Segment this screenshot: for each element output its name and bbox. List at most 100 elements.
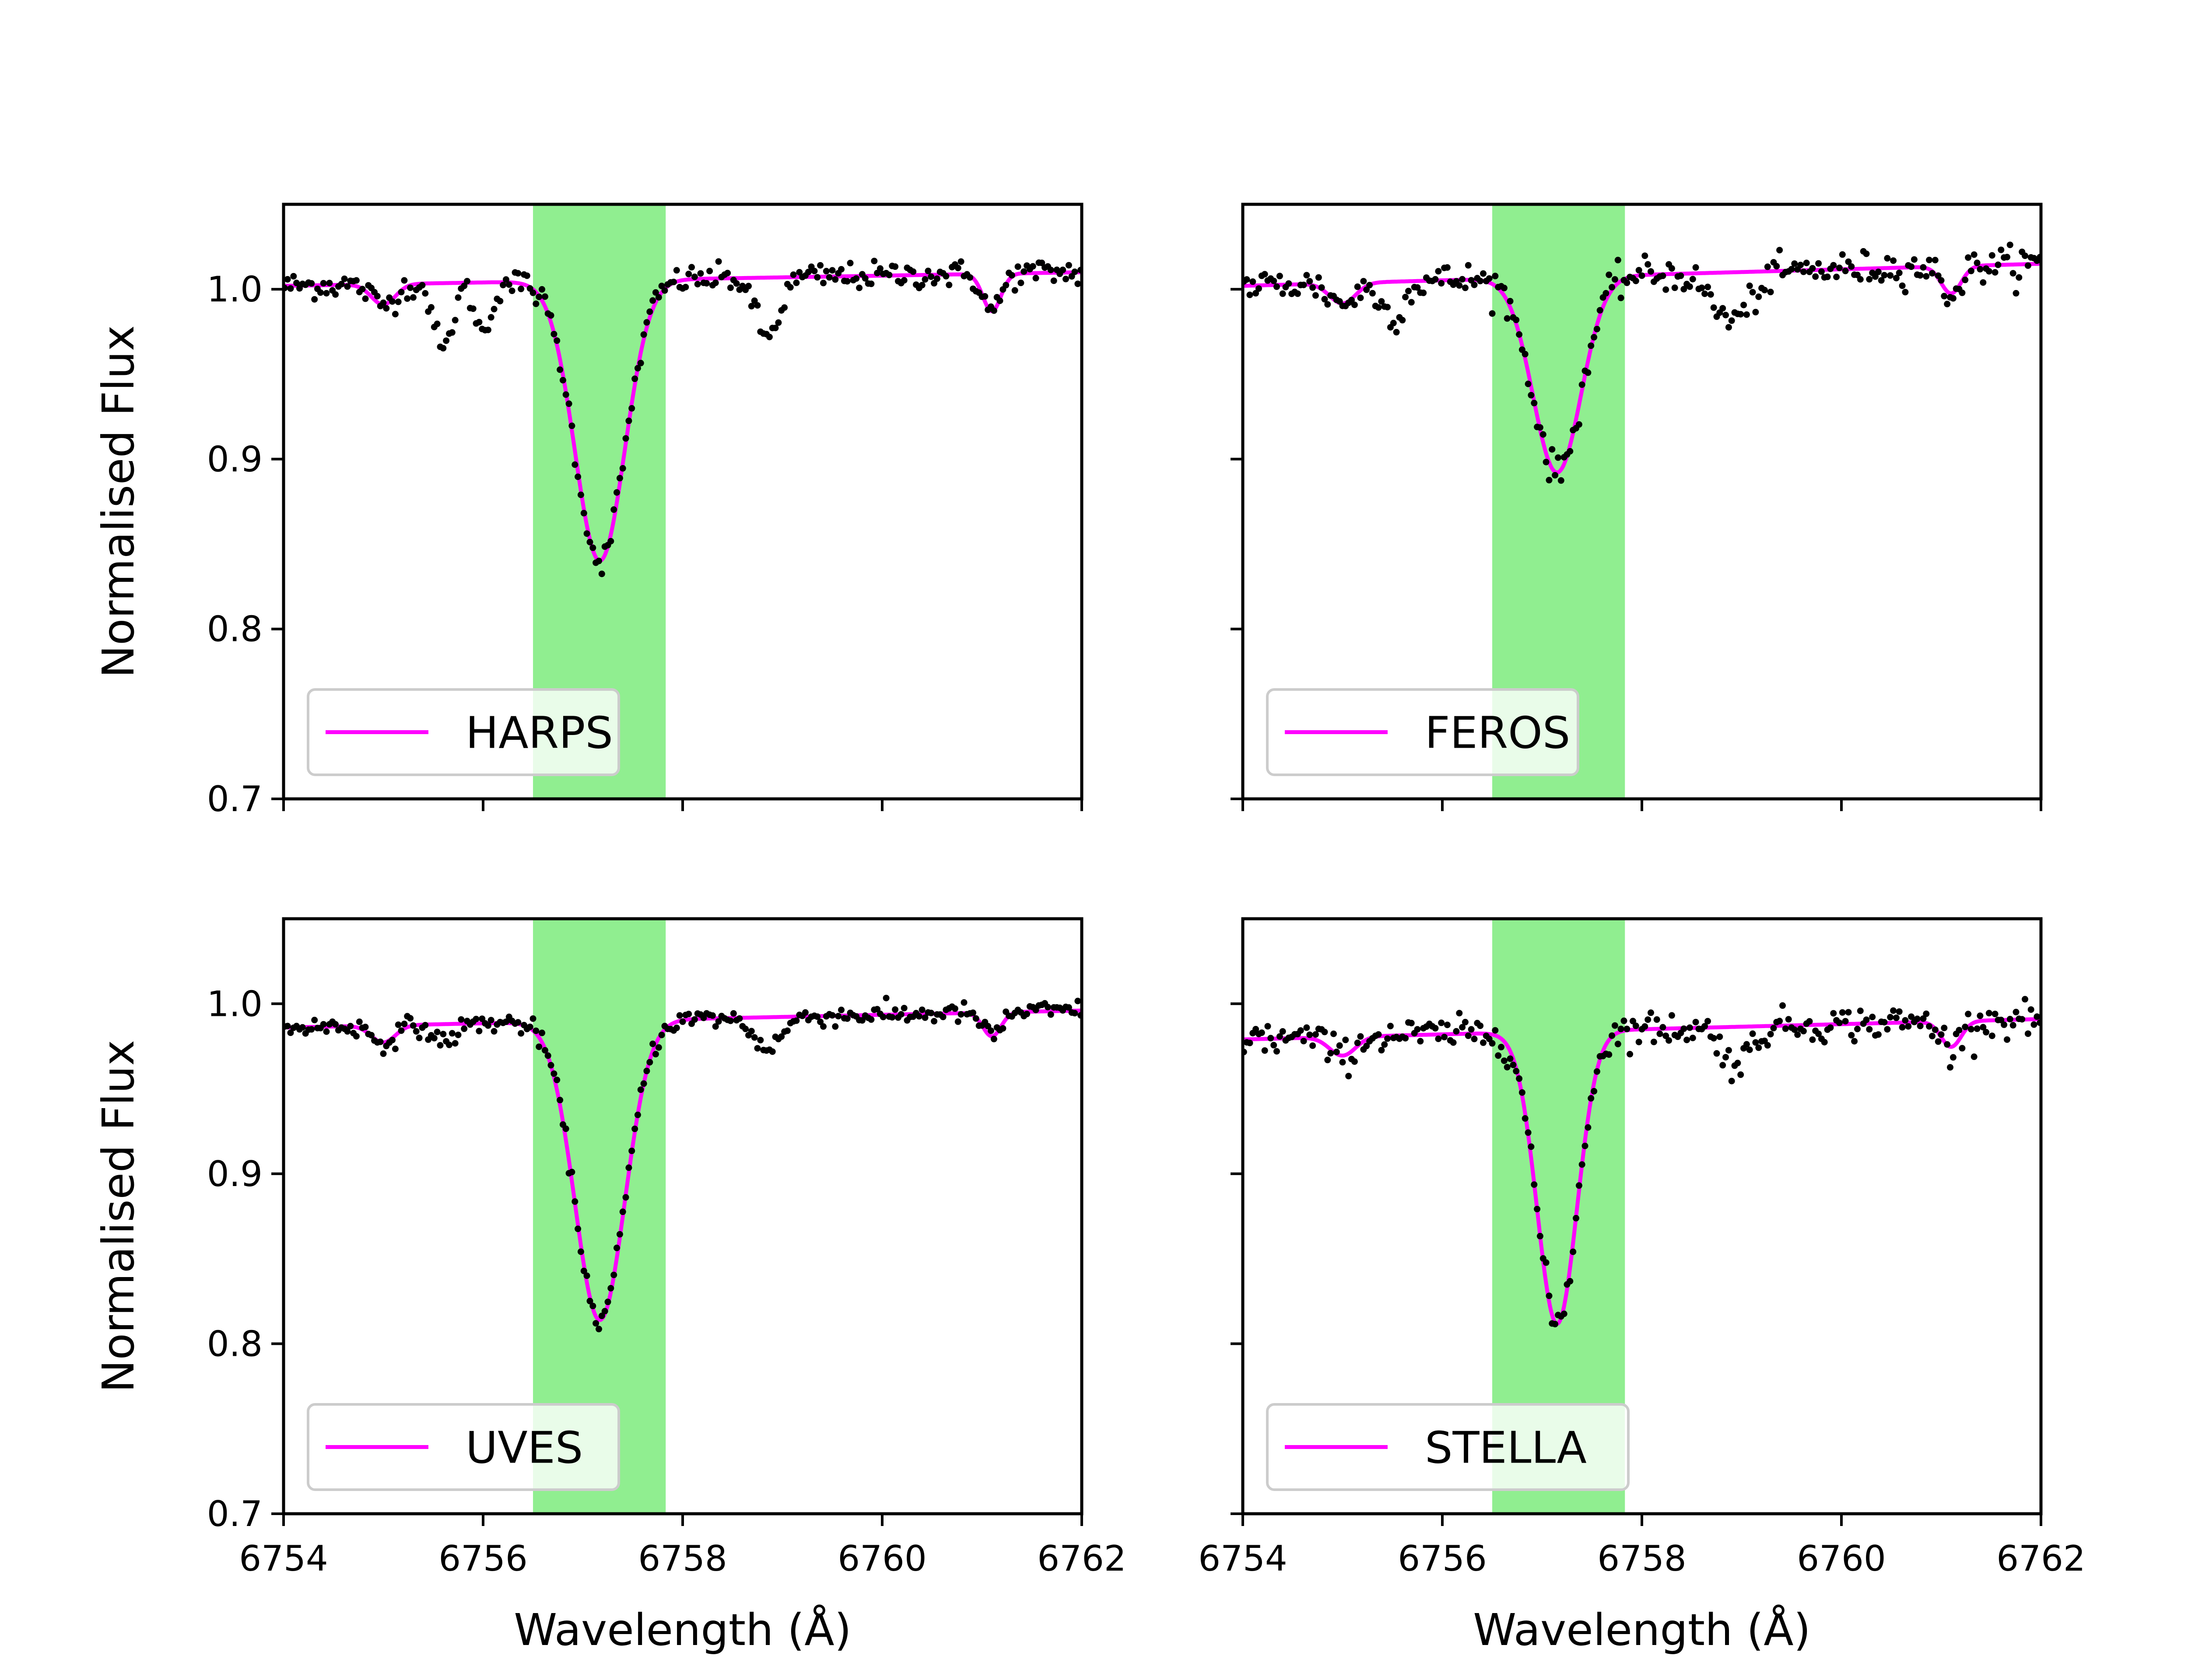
data-point [1848, 263, 1855, 270]
data-point [1008, 272, 1015, 279]
data-point [1632, 1022, 1639, 1029]
data-point [598, 1312, 605, 1320]
data-point [793, 1017, 800, 1024]
data-point [614, 1244, 620, 1251]
data-point [1878, 277, 1885, 284]
data-point [1489, 310, 1496, 317]
data-point [951, 1005, 958, 1012]
data-point [1543, 1259, 1550, 1266]
data-point [1486, 275, 1493, 282]
data-point [957, 1011, 964, 1018]
data-point [1438, 280, 1445, 287]
data-point [1638, 272, 1645, 279]
data-point [547, 1062, 554, 1069]
data-point [1408, 1020, 1415, 1026]
data-point [1662, 1032, 1669, 1040]
data-point [1363, 1043, 1370, 1050]
data-point [610, 506, 617, 513]
data-point [356, 1018, 363, 1025]
data-point [1465, 1032, 1472, 1039]
data-point [901, 1004, 908, 1012]
data-point [1617, 1026, 1624, 1032]
data-point [655, 294, 662, 301]
data-point [2030, 1021, 2037, 1028]
data-point [601, 1308, 608, 1315]
data-point [1050, 277, 1057, 284]
data-point [332, 291, 339, 298]
data-point [1333, 1048, 1340, 1055]
data-point [1071, 268, 1078, 275]
data-point [1351, 301, 1358, 308]
data-point [625, 417, 632, 424]
data-point [859, 1017, 866, 1024]
data-point [419, 282, 426, 289]
data-point [910, 268, 917, 275]
data-point [1518, 1089, 1525, 1096]
data-point [787, 284, 794, 291]
data-point [1809, 1036, 1816, 1043]
data-point [1546, 476, 1553, 483]
data-point [757, 1036, 764, 1043]
data-point [2004, 254, 2010, 261]
data-point [1668, 1012, 1675, 1019]
x-tick-label: 6754 [239, 1538, 328, 1579]
data-point [1908, 263, 1915, 270]
data-point [1525, 1129, 1532, 1136]
data-point [2006, 1015, 2013, 1022]
data-point [1614, 256, 1621, 263]
data-point [1309, 284, 1316, 291]
legend-label: FEROS [1425, 707, 1570, 759]
data-point [1336, 1042, 1343, 1049]
data-point [1264, 1023, 1271, 1030]
data-point [1977, 1012, 1984, 1019]
data-point [778, 1033, 785, 1040]
data-point [2009, 270, 2016, 277]
data-point [1074, 280, 1081, 287]
data-point [362, 1023, 369, 1030]
data-point [1839, 251, 1846, 258]
data-point [575, 1225, 582, 1232]
data-point [586, 539, 593, 546]
data-point [1752, 1039, 1759, 1046]
data-point [437, 1042, 444, 1049]
data-point [1842, 1018, 1849, 1025]
data-point [446, 1041, 452, 1048]
data-point [395, 298, 402, 305]
data-point [284, 276, 291, 283]
data-point [622, 435, 629, 442]
data-point [838, 1006, 845, 1013]
data-point [377, 1038, 384, 1045]
data-point [1279, 290, 1286, 297]
data-point [1471, 281, 1478, 288]
x-tick-label: 6758 [638, 1538, 727, 1579]
data-point [652, 1050, 659, 1057]
data-point [999, 1025, 1006, 1032]
data-point [990, 307, 997, 314]
data-point [988, 1027, 994, 1034]
data-point [1071, 1010, 1078, 1017]
data-point [706, 268, 713, 274]
data-point [1845, 1009, 1852, 1016]
model-line-stella [1243, 1017, 2041, 1326]
data-point [1881, 272, 1888, 279]
data-point [593, 1320, 600, 1327]
data-point [1770, 1025, 1777, 1032]
data-point [323, 1028, 330, 1035]
data-point [1279, 1028, 1286, 1035]
data-point [1985, 268, 1992, 275]
data-point [877, 265, 884, 272]
data-point [943, 273, 950, 280]
data-point [547, 312, 554, 319]
data-point [892, 1006, 899, 1013]
y-axis-label: Normalised Flux [93, 325, 144, 678]
data-point [1606, 1051, 1613, 1058]
data-point [487, 1017, 494, 1024]
data-point [1648, 1009, 1654, 1016]
data-point [1575, 1182, 1582, 1189]
model-line-feros [1243, 262, 2041, 475]
data-point [1378, 298, 1385, 305]
data-point [308, 1026, 315, 1033]
data-point [1611, 276, 1618, 283]
data-point [1366, 282, 1373, 289]
data-point [1803, 259, 1810, 266]
